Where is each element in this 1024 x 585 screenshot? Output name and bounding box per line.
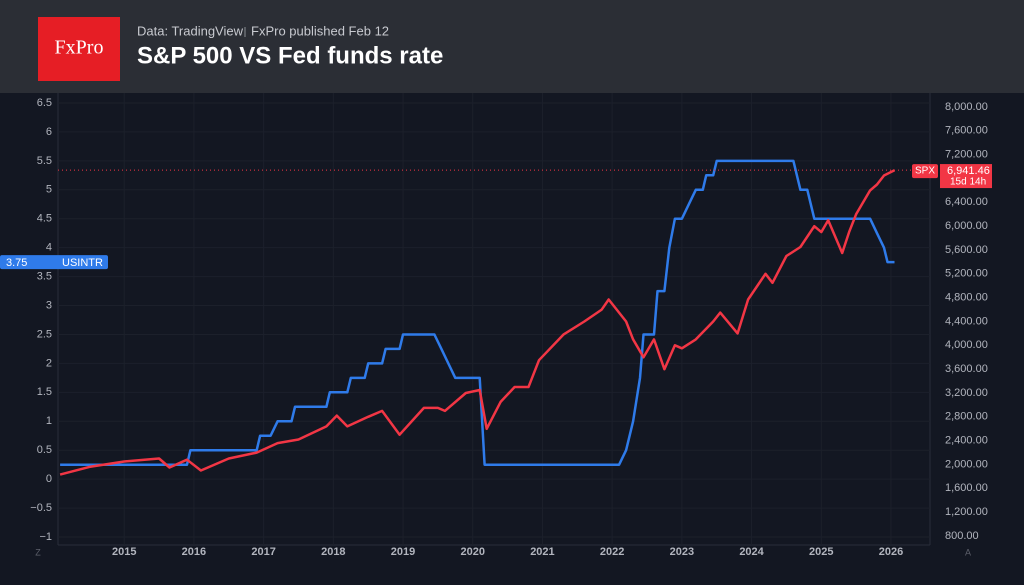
x-tick-label: 2023 — [670, 546, 694, 558]
y2-tick-label: 7,600.00 — [945, 125, 988, 137]
y-tick-label: 3 — [46, 299, 52, 311]
series-line — [59, 169, 896, 476]
y-tick-label: 0 — [46, 473, 52, 485]
x-tick-label: 2025 — [809, 546, 833, 558]
y-tick-label: 6.5 — [37, 97, 52, 109]
series-name: USINTR — [62, 257, 103, 269]
x-tick-label: 2026 — [879, 546, 903, 558]
y-tick-label: 4 — [46, 242, 52, 254]
y-tick-label: −1 — [39, 531, 52, 543]
y2-tick-label: 800.00 — [945, 530, 979, 542]
source: Data: TradingView — [137, 23, 244, 38]
y2-tick-label: 6,000.00 — [945, 220, 988, 232]
header — [0, 0, 1024, 93]
y2-tick-label: 6,400.00 — [945, 196, 988, 208]
chart-title: S&P 500 VS Fed funds rate — [137, 42, 443, 69]
x-tick-label: 2021 — [530, 546, 554, 558]
logo — [38, 17, 120, 81]
y2-tick-label: 4,400.00 — [945, 315, 988, 327]
y2-tick-label: 3,600.00 — [945, 363, 988, 375]
y-tick-label: 6 — [46, 126, 52, 138]
y2-tick-label: 5,600.00 — [945, 244, 988, 256]
y-tick-label: 5.5 — [37, 155, 52, 167]
x-tick-label: 2015 — [112, 546, 136, 558]
last-value-label: 6,941.46 — [947, 165, 990, 177]
y-tick-label: 1 — [46, 415, 52, 427]
logo-text: FxPro — [55, 37, 104, 59]
y2-tick-label: 5,200.00 — [945, 268, 988, 280]
axis-button[interactable]: Z — [35, 547, 41, 557]
x-tick-label: 2020 — [460, 546, 484, 558]
plot-background — [0, 93, 1024, 585]
y-tick-label: 0.5 — [37, 444, 52, 456]
y-tick-label: 5 — [46, 184, 52, 196]
y2-tick-label: 2,800.00 — [945, 411, 988, 423]
x-tick-label: 2024 — [739, 546, 764, 558]
y-tick-label: −0.5 — [30, 502, 52, 514]
y-tick-label: 1.5 — [37, 386, 52, 398]
series-name: SPX — [915, 166, 935, 177]
x-tick-label: 2018 — [321, 546, 345, 558]
value-badge — [0, 255, 108, 270]
y2-tick-label: 2,000.00 — [945, 458, 988, 470]
series-badge — [912, 164, 938, 179]
axis-button[interactable]: A — [965, 547, 971, 557]
publisher: FxPro published Feb 12 — [251, 23, 389, 38]
y2-tick-label: 4,000.00 — [945, 339, 988, 351]
x-tick-label: 2022 — [600, 546, 624, 558]
x-tick-label: 2016 — [182, 546, 206, 558]
last-value-label: 3.75 — [6, 257, 27, 269]
y2-tick-label: 1,600.00 — [945, 482, 988, 494]
y2-tick-label: 2,400.00 — [945, 435, 988, 447]
x-tick-label: 2019 — [391, 546, 415, 558]
x-tick-label: 2017 — [251, 546, 275, 558]
series-line — [60, 159, 895, 466]
y-tick-label: 4.5 — [37, 213, 52, 225]
y2-tick-label: 1,200.00 — [945, 506, 988, 518]
y2-tick-label: 4,800.00 — [945, 292, 988, 304]
y-tick-label: 2.5 — [37, 328, 52, 340]
value-badge — [940, 164, 992, 189]
y2-tick-label: 7,200.00 — [945, 149, 988, 161]
y-tick-label: 2 — [46, 357, 52, 369]
y2-tick-label: 3,200.00 — [945, 387, 988, 399]
y-tick-label: 3.5 — [37, 271, 52, 283]
y2-tick-label: 8,000.00 — [945, 101, 988, 113]
countdown: 15d 14h — [950, 177, 986, 188]
